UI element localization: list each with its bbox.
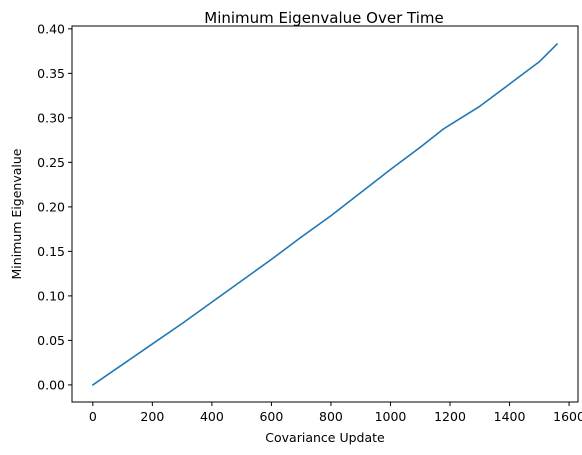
x-tick-label: 1400 xyxy=(494,409,526,424)
plot-area xyxy=(72,26,578,402)
y-tick-label: 0.40 xyxy=(37,21,65,36)
x-axis-label: Covariance Update xyxy=(265,430,385,445)
y-tick-label: 0.25 xyxy=(37,155,65,170)
chart-title: Minimum Eigenvalue Over Time xyxy=(204,9,443,27)
y-tick-label: 0.35 xyxy=(37,66,65,81)
plot-frame xyxy=(71,25,579,403)
y-tick-label: 0.10 xyxy=(37,288,65,303)
y-axis-label: Minimum Eigenvalue xyxy=(9,148,24,279)
x-tick-label: 800 xyxy=(319,409,343,424)
x-tick-label: 1000 xyxy=(375,409,407,424)
x-tick-label: 400 xyxy=(200,409,224,424)
y-tick-label: 0.05 xyxy=(37,333,65,348)
x-tick-label: 1600 xyxy=(553,409,582,424)
x-tick-label: 1200 xyxy=(434,409,466,424)
x-tick-label: 600 xyxy=(259,409,283,424)
x-tick-label: 200 xyxy=(140,409,164,424)
series-line xyxy=(92,43,558,386)
x-tick-label: 0 xyxy=(89,409,97,424)
y-tick-label: 0.15 xyxy=(37,244,65,259)
y-tick-label: 0.20 xyxy=(37,199,65,214)
y-tick-label: 0.00 xyxy=(37,377,65,392)
x-axis: 0 200 400 600 800 1000 1200 1400 1600 xyxy=(89,402,582,424)
y-axis: 0.00 0.05 0.10 0.15 0.20 0.25 0.30 0.35 0.40 xyxy=(37,21,72,392)
series-layer xyxy=(92,43,558,386)
y-tick-label: 0.30 xyxy=(37,110,65,125)
